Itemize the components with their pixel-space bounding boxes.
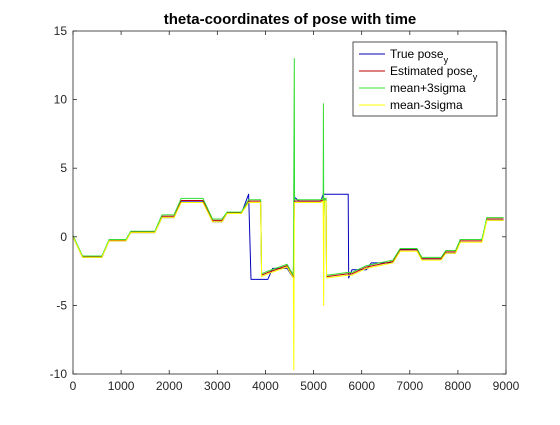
x-tick-label: 9000 [493,379,520,393]
legend-label: True posey [390,47,449,65]
y-tick-label: 15 [54,24,68,38]
x-tick-label: 0 [70,379,77,393]
x-tick-label: 2000 [156,379,183,393]
legend-label-subscript: y [444,55,449,65]
series-line-mean-3sigma [72,200,504,371]
y-tick-label: -5 [56,298,67,312]
legend-label-subscript: y [473,72,478,82]
x-tick-label: 6000 [348,379,375,393]
axes-layer: 0 1000 2000 3000 4000 5000 6000 7000 8000 9000 -10… [50,24,520,393]
y-tick-label: 5 [60,161,67,175]
series-line-mean-3sigma [72,57,504,276]
x-tick-label: 7000 [396,379,423,393]
axes-box [72,30,507,375]
x-tick-label: 3000 [204,379,231,393]
x-tick-label: 1000 [108,379,135,393]
legend-label: Estimated posey [390,64,478,82]
x-tick-label: 4000 [252,379,279,393]
series-layer [72,57,504,371]
legend-label: mean-3sigma [390,98,463,112]
y-tick-label: 0 [60,230,67,244]
legend-label: mean+3sigma [390,81,466,95]
chart-title: theta-coordinates of pose with time [164,11,417,28]
x-tick-label: 5000 [300,379,327,393]
y-tick-label: 10 [54,93,68,107]
y-tick-label: -10 [50,367,68,381]
x-tick-label: 8000 [445,379,472,393]
